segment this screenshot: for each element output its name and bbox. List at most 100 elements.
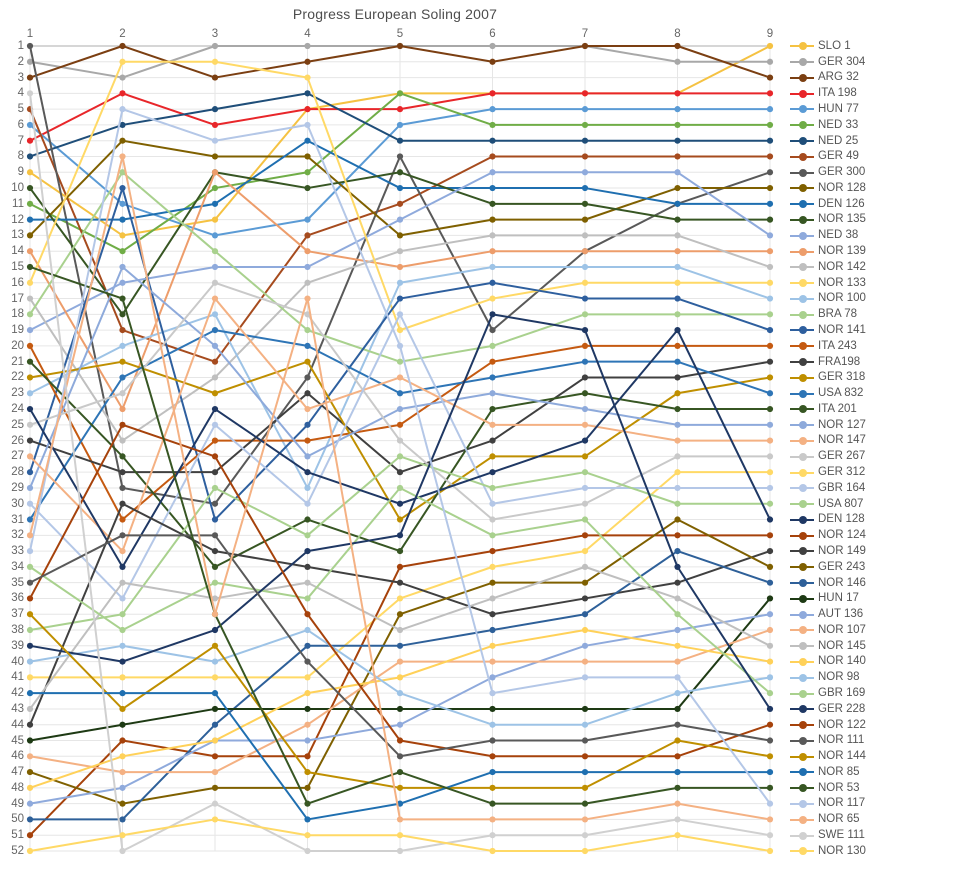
data-point[interactable] xyxy=(211,248,219,255)
data-point[interactable] xyxy=(304,800,311,807)
data-point[interactable] xyxy=(26,279,34,286)
data-point[interactable] xyxy=(304,263,311,271)
data-point[interactable] xyxy=(211,390,219,397)
data-point[interactable] xyxy=(766,121,774,129)
series-line[interactable] xyxy=(26,547,774,823)
data-point[interactable] xyxy=(119,106,126,113)
legend-item[interactable]: NOR 117 xyxy=(790,796,865,812)
data-point[interactable] xyxy=(396,374,404,381)
data-point[interactable] xyxy=(211,611,219,618)
data-point[interactable] xyxy=(119,437,126,444)
legend-item[interactable]: NOR 147 xyxy=(790,433,866,449)
data-point[interactable] xyxy=(304,153,311,160)
data-point[interactable] xyxy=(581,42,589,50)
data-point[interactable] xyxy=(26,453,34,460)
data-point[interactable] xyxy=(26,674,34,681)
data-point[interactable] xyxy=(396,137,404,144)
data-point[interactable] xyxy=(489,405,496,413)
data-point[interactable] xyxy=(26,327,34,334)
data-point[interactable] xyxy=(766,832,774,839)
data-point[interactable] xyxy=(581,358,589,365)
data-point[interactable] xyxy=(489,579,496,586)
legend-item[interactable]: GER 318 xyxy=(790,369,865,385)
data-point[interactable] xyxy=(674,800,681,807)
data-point[interactable] xyxy=(581,90,589,97)
data-point[interactable] xyxy=(674,516,681,523)
data-point[interactable] xyxy=(674,232,681,239)
data-point[interactable] xyxy=(396,327,404,334)
data-point[interactable] xyxy=(396,753,404,760)
data-point[interactable] xyxy=(581,484,589,492)
legend-item[interactable]: NOR 145 xyxy=(790,638,866,654)
data-point[interactable] xyxy=(119,816,126,823)
data-point[interactable] xyxy=(674,437,681,444)
legend-item[interactable]: ARG 32 xyxy=(790,70,859,86)
data-point[interactable] xyxy=(674,390,681,397)
data-point[interactable] xyxy=(674,263,681,271)
data-point[interactable] xyxy=(674,200,681,207)
data-point[interactable] xyxy=(26,153,34,160)
data-point[interactable] xyxy=(396,832,404,839)
data-point[interactable] xyxy=(26,642,34,649)
data-point[interactable] xyxy=(26,500,34,507)
data-point[interactable] xyxy=(304,216,311,223)
data-point[interactable] xyxy=(304,169,311,176)
data-point[interactable] xyxy=(674,642,681,649)
data-point[interactable] xyxy=(119,153,126,160)
data-point[interactable] xyxy=(674,248,681,255)
series-line[interactable] xyxy=(26,532,774,839)
data-point[interactable] xyxy=(304,642,311,649)
data-point[interactable] xyxy=(674,58,681,65)
data-point[interactable] xyxy=(119,563,126,570)
data-point[interactable] xyxy=(581,626,589,634)
series-line[interactable] xyxy=(26,532,774,760)
data-point[interactable] xyxy=(119,484,126,492)
data-point[interactable] xyxy=(396,90,404,97)
data-point[interactable] xyxy=(396,42,404,50)
data-point[interactable] xyxy=(396,705,404,713)
data-point[interactable] xyxy=(396,563,404,570)
data-point[interactable] xyxy=(766,90,774,97)
data-point[interactable] xyxy=(396,469,404,476)
data-point[interactable] xyxy=(581,263,589,271)
legend-item[interactable]: NOR 127 xyxy=(790,417,866,433)
data-point[interactable] xyxy=(581,327,589,334)
legend-item[interactable]: HUN 17 xyxy=(790,590,859,606)
data-point[interactable] xyxy=(211,421,219,428)
data-point[interactable] xyxy=(581,611,589,618)
data-point[interactable] xyxy=(211,721,219,728)
legend-item[interactable]: SWE 111 xyxy=(790,827,865,843)
data-point[interactable] xyxy=(119,374,126,381)
data-point[interactable] xyxy=(674,784,681,791)
data-point[interactable] xyxy=(581,232,589,239)
data-point[interactable] xyxy=(674,421,681,428)
data-point[interactable] xyxy=(674,90,681,97)
data-point[interactable] xyxy=(581,847,589,855)
data-point[interactable] xyxy=(211,342,219,350)
data-point[interactable] xyxy=(304,74,311,81)
data-point[interactable] xyxy=(119,90,126,97)
data-point[interactable] xyxy=(119,469,126,476)
legend-item[interactable]: NOR 141 xyxy=(790,322,866,338)
data-point[interactable] xyxy=(766,153,774,160)
series-line[interactable] xyxy=(26,169,774,334)
data-point[interactable] xyxy=(766,342,774,350)
data-point[interactable] xyxy=(26,216,34,223)
legend-item[interactable]: NOR 139 xyxy=(790,243,866,259)
data-point[interactable] xyxy=(396,642,404,649)
data-point[interactable] xyxy=(766,421,774,428)
data-point[interactable] xyxy=(396,295,404,302)
legend-item[interactable]: NOR 107 xyxy=(790,622,866,638)
data-point[interactable] xyxy=(581,342,589,350)
data-point[interactable] xyxy=(489,816,496,823)
data-point[interactable] xyxy=(489,563,496,570)
series-line[interactable] xyxy=(26,327,774,523)
legend-item[interactable]: HUN 77 xyxy=(790,101,859,117)
data-point[interactable] xyxy=(489,753,496,760)
series-line[interactable] xyxy=(26,42,774,81)
data-point[interactable] xyxy=(674,768,681,776)
legend-item[interactable]: GER 304 xyxy=(790,54,865,70)
data-point[interactable] xyxy=(26,342,34,350)
data-point[interactable] xyxy=(211,516,219,523)
data-point[interactable] xyxy=(674,342,681,350)
